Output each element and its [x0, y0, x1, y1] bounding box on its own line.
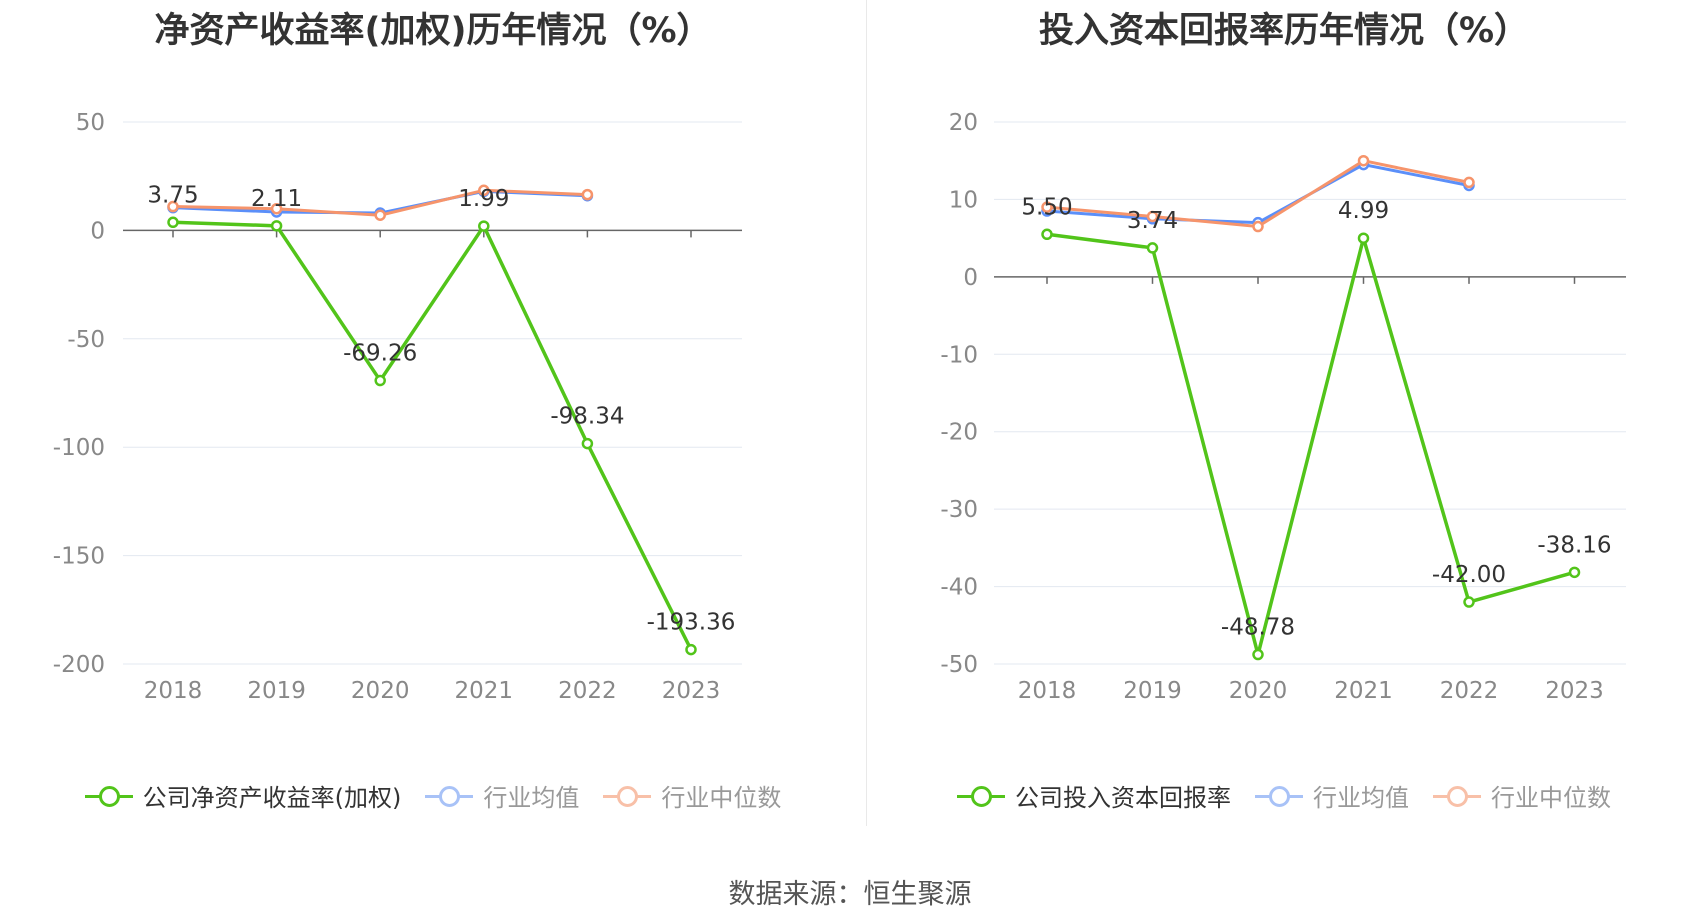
- x-tick-label: 2019: [1123, 678, 1182, 704]
- data-label: -38.16: [1537, 532, 1611, 558]
- data-label: -69.26: [343, 341, 417, 367]
- legend-label: 行业中位数: [661, 784, 782, 812]
- y-tick-label: 20: [949, 110, 978, 136]
- roe-chart-panel: 净资产收益率(加权)历年情况（%） 50 0 -50 -100 -150 -200 2018…: [0, 0, 866, 830]
- legend-item-industry-mean[interactable]: 行业均值: [425, 778, 579, 813]
- y-tick-label: -50: [940, 652, 978, 678]
- series-line: [1046, 232, 1575, 657]
- x-tick-label: 2019: [247, 678, 306, 704]
- chart-title: 净资产收益率(加权)历年情况（%）: [154, 11, 712, 51]
- y-tick-label: -150: [53, 544, 105, 570]
- y-tick-label: -200: [53, 652, 105, 678]
- data-point: [270, 202, 283, 215]
- chart-legend: 公司投入资本回报率 行业均值 行业中位数: [868, 778, 1700, 813]
- roe-line-chart: 50 0 -50 -100 -150 -200 2018 2019 2020 2021 2022 20…: [53, 110, 742, 704]
- data-point: [167, 200, 179, 213]
- y-tick-label: -10: [940, 342, 978, 368]
- x-tick-label: 2022: [558, 678, 617, 704]
- data-point: [1146, 242, 1159, 254]
- legend-line-circle-icon: [84, 784, 133, 808]
- data-point: [1357, 232, 1370, 244]
- data-point: [167, 216, 179, 229]
- data-label: -42.00: [1432, 562, 1506, 588]
- data-point: [1041, 228, 1053, 241]
- roic-chart-panel: 投入资本回报率历年情况（%） 20 10 0 -10 -20 -30 -40 -50 2018 2…: [868, 0, 1700, 830]
- data-label: -48.78: [1221, 615, 1295, 641]
- data-label: 5.50: [1021, 194, 1072, 220]
- y-tick-label: -20: [940, 420, 978, 446]
- legend-label: 行业均值: [483, 784, 580, 812]
- chart-title: 投入资本回报率历年情况（%）: [1038, 11, 1530, 51]
- legend-line-circle-icon: [1255, 784, 1303, 808]
- data-point: [685, 643, 697, 656]
- y-tick-label: 0: [963, 265, 978, 291]
- y-tick-label: -30: [940, 497, 978, 523]
- panel-divider: [866, 0, 867, 826]
- data-point: [1252, 220, 1264, 233]
- data-label: 3.75: [147, 182, 198, 208]
- data-label: 2.11: [251, 186, 302, 212]
- legend-line-circle-icon: [425, 784, 474, 808]
- x-tick-label: 2020: [351, 678, 410, 704]
- y-tick-label: 0: [90, 218, 105, 244]
- data-point: [478, 184, 490, 197]
- legend-line-circle-icon: [1433, 784, 1481, 808]
- data-label: -98.34: [550, 404, 624, 430]
- legend-item-industry-mean[interactable]: 行业均值: [1255, 778, 1409, 813]
- data-point: [581, 437, 594, 450]
- legend-item-company[interactable]: 公司净资产收益率(加权): [84, 778, 402, 813]
- legend-line-circle-icon: [957, 784, 1005, 808]
- legend-line-circle-icon: [603, 784, 652, 808]
- x-tick-label: 2020: [1229, 678, 1288, 704]
- data-point: [1357, 154, 1370, 167]
- legend-label: 公司投入资本回报率: [1015, 784, 1231, 812]
- data-point: [1463, 596, 1475, 608]
- legend-item-industry-median[interactable]: 行业中位数: [603, 778, 781, 813]
- x-tick-label: 2023: [1545, 678, 1604, 704]
- chart-legend: 公司净资产收益率(加权) 行业均值 行业中位数: [0, 778, 866, 813]
- data-point: [1463, 176, 1475, 189]
- legend-label: 公司净资产收益率(加权): [142, 784, 402, 812]
- data-point: [374, 374, 386, 387]
- data-point: [374, 209, 386, 221]
- data-point: [1252, 648, 1264, 661]
- data-point: [581, 188, 594, 201]
- data-label: 1.99: [458, 186, 509, 212]
- data-point: [1041, 201, 1053, 213]
- data-label: -193.36: [647, 610, 736, 636]
- x-tick-label: 2018: [144, 678, 203, 704]
- x-tick-label: 2023: [662, 678, 721, 704]
- data-label: 4.99: [1338, 198, 1389, 224]
- y-tick-label: 50: [76, 110, 105, 136]
- data-source: 数据来源：恒生聚源: [728, 879, 972, 910]
- legend-label: 行业均值: [1313, 784, 1409, 812]
- series-line: [172, 220, 693, 651]
- data-point: [270, 220, 283, 232]
- legend-item-industry-median[interactable]: 行业中位数: [1433, 778, 1611, 813]
- legend-item-company[interactable]: 公司投入资本回报率: [957, 778, 1231, 813]
- roic-line-chart: 20 10 0 -10 -20 -30 -40 -50 2018 2019 2020 2021 2022…: [940, 110, 1626, 704]
- data-point: [1568, 566, 1581, 579]
- y-tick-label: -100: [53, 435, 105, 461]
- x-tick-label: 2022: [1440, 678, 1499, 704]
- legend-label: 行业中位数: [1491, 784, 1611, 812]
- y-tick-label: -40: [940, 575, 978, 601]
- data-point: [1146, 210, 1159, 223]
- data-label: 3.74: [1127, 208, 1178, 234]
- data-point: [478, 220, 490, 232]
- x-tick-label: 2021: [1334, 678, 1393, 704]
- y-tick-label: 10: [949, 187, 978, 213]
- x-tick-label: 2021: [455, 678, 514, 704]
- x-tick-label: 2018: [1018, 678, 1077, 704]
- y-tick-label: -50: [67, 327, 105, 353]
